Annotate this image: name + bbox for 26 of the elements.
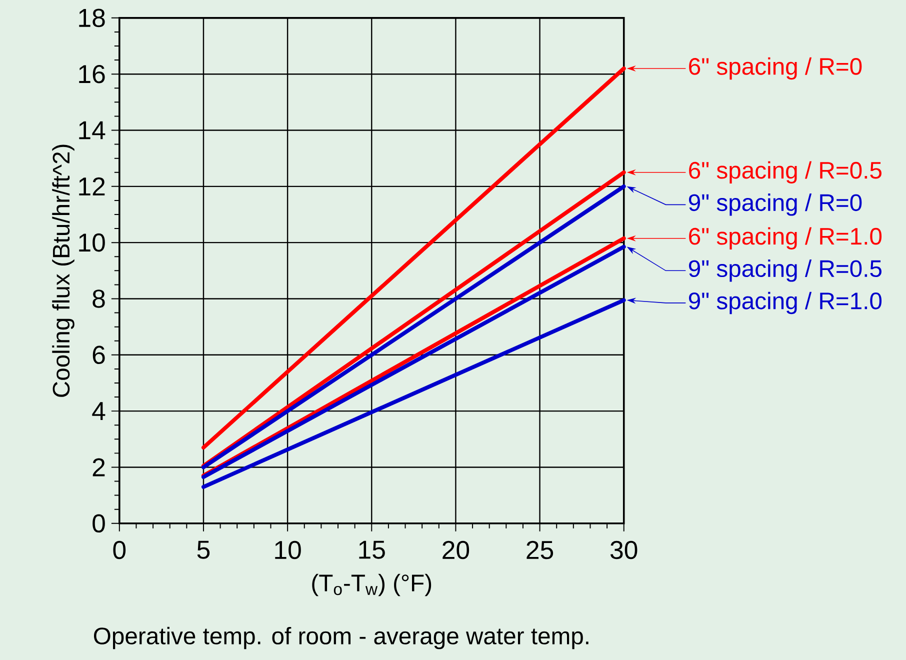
legend-label: 6" spacing / R=0.5 <box>689 161 882 184</box>
legend-label: 9" spacing / R=0 <box>688 194 862 216</box>
x-tick-label: 30 <box>610 540 638 560</box>
y-tick-label: 0 <box>92 514 105 533</box>
y-tick-label: 6 <box>92 346 105 364</box>
legend-label: 9" spacing / R=1.0 <box>688 292 882 314</box>
y-tick-label: 12 <box>79 177 105 196</box>
y-tick-label: 18 <box>79 8 105 28</box>
y-tick-label: 14 <box>79 121 106 140</box>
text: Operative temp. of room - average water temp. <box>94 626 588 650</box>
legend-label: 9" spacing / R=0.5 <box>688 260 882 282</box>
legend-label: 6" spacing / R=1.0 <box>689 227 882 250</box>
y-tick-label: 16 <box>79 64 105 84</box>
y-tick-label: 8 <box>92 290 105 308</box>
y-axis-title: Cooling flux (Btu/hr/ft^2) <box>52 144 74 397</box>
x-tick-label: 20 <box>442 540 470 560</box>
y-tick-label: 2 <box>92 458 105 476</box>
y-tick-label: 4 <box>92 402 106 420</box>
x-axis-title: (T$_{o}$-T$_{w}$) (°F) <box>312 574 432 596</box>
x-tick-label: 0 <box>113 540 126 560</box>
x-tick-label: 5 <box>197 540 210 559</box>
x-tick-label: 15 <box>359 540 385 559</box>
legend-label: 6" spacing / R=0 <box>689 57 862 80</box>
x-tick-label: 25 <box>526 540 554 560</box>
y-tick-label: 10 <box>79 233 105 252</box>
x-tick-label: 10 <box>275 540 301 560</box>
